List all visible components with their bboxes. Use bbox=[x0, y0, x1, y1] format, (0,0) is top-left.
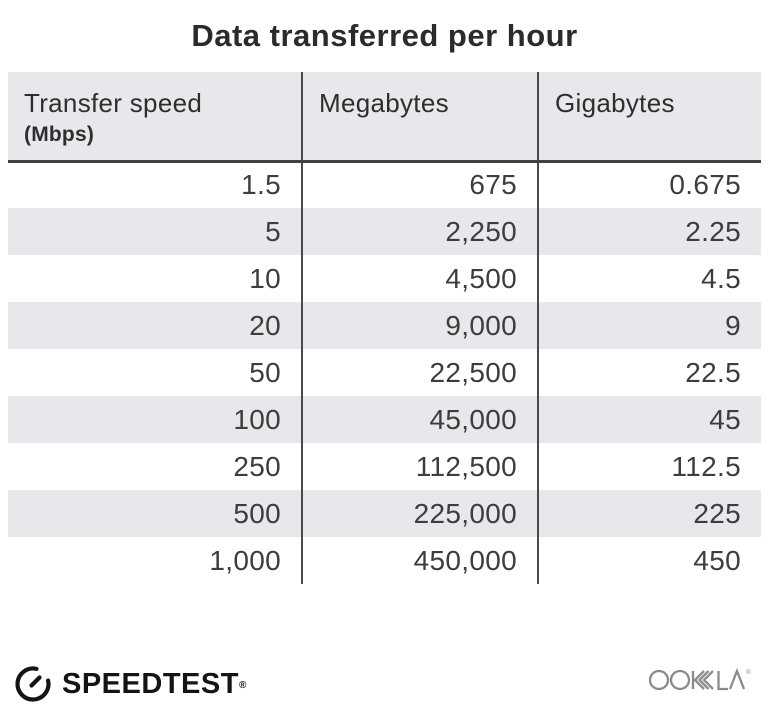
ookla-registered-trademark-symbol: ® bbox=[746, 668, 751, 676]
speedtest-wordmark: SPEEDTEST® bbox=[62, 668, 247, 700]
megabytes-cell: 4,500 bbox=[301, 255, 538, 302]
table-body: 1.5 675 0.675 5 2,250 2.25 10 4,500 4.5 20 9,000 9 5… bbox=[8, 161, 761, 584]
table-row: 5 2,250 2.25 bbox=[8, 208, 761, 255]
column-label: Gigabytes bbox=[555, 88, 675, 118]
column-header-transfer-speed: Transfer speed (Mbps) bbox=[8, 72, 302, 163]
column-label: Megabytes bbox=[319, 88, 449, 118]
megabytes-cell: 112,500 bbox=[301, 443, 538, 490]
megabytes-cell: 450,000 bbox=[301, 537, 538, 584]
megabytes-cell: 22,500 bbox=[301, 349, 538, 396]
gigabytes-cell: 112.5 bbox=[537, 443, 761, 490]
table-row: 250 112,500 112.5 bbox=[8, 443, 761, 490]
gigabytes-cell: 9 bbox=[537, 302, 761, 349]
megabytes-cell: 9,000 bbox=[301, 302, 538, 349]
header-row: Transfer speed (Mbps) Megabytes Gigabyte… bbox=[8, 72, 761, 163]
speedtest-logo: SPEEDTEST® bbox=[13, 664, 247, 704]
registered-trademark-symbol: ® bbox=[238, 680, 247, 691]
speedometer-gauge-icon bbox=[15, 666, 51, 702]
table-row: 1,000 450,000 450 bbox=[8, 537, 761, 584]
column-label: Transfer speed bbox=[24, 88, 203, 118]
megabytes-cell: 675 bbox=[301, 161, 538, 208]
megabytes-cell: 225,000 bbox=[301, 490, 538, 537]
gigabytes-cell: 45 bbox=[537, 396, 761, 443]
speed-cell: 10 bbox=[249, 262, 281, 294]
infographic: Data transferred per hour Transfer speed… bbox=[0, 14, 769, 702]
column-header-gigabytes: Gigabytes bbox=[537, 72, 761, 163]
gigabytes-cell: 0.675 bbox=[537, 161, 761, 208]
ookla-logo: ® bbox=[648, 665, 757, 698]
footer: SPEEDTEST® ® bbox=[0, 660, 769, 706]
speed-cell: 1,000 bbox=[209, 544, 281, 576]
gigabytes-cell: 4.5 bbox=[537, 255, 761, 302]
page-title: Data transferred per hour bbox=[191, 18, 578, 53]
speed-cell: 50 bbox=[249, 356, 281, 388]
table-row: 500 225,000 225 bbox=[8, 490, 761, 537]
speed-cell: 250 bbox=[233, 450, 281, 482]
gigabytes-cell: 2.25 bbox=[537, 208, 761, 255]
speed-cell: 20 bbox=[8, 302, 302, 349]
speed-cell: 500 bbox=[8, 490, 302, 537]
megabytes-cell: 45,000 bbox=[301, 396, 538, 443]
speed-cell: 1.5 bbox=[241, 169, 281, 201]
megabytes-cell: 2,250 bbox=[301, 208, 538, 255]
speed-cell: 100 bbox=[8, 396, 302, 443]
column-header-megabytes: Megabytes bbox=[301, 72, 538, 163]
data-table: Transfer speed (Mbps) Megabytes Gigabyte… bbox=[8, 72, 761, 584]
speed-cell: 5 bbox=[8, 208, 302, 255]
table-row: 50 22,500 22.5 bbox=[8, 349, 761, 396]
column-sublabel-mbps: (Mbps) bbox=[24, 123, 95, 146]
table-row: 20 9,000 9 bbox=[8, 302, 761, 349]
ookla-wordmark-icon: ® bbox=[648, 667, 751, 691]
gigabytes-cell: 450 bbox=[537, 537, 761, 584]
table-row: 100 45,000 45 bbox=[8, 396, 761, 443]
gigabytes-cell: 22.5 bbox=[537, 349, 761, 396]
gigabytes-cell: 225 bbox=[537, 490, 761, 537]
table-row: 10 4,500 4.5 bbox=[8, 255, 761, 302]
table-row: 1.5 675 0.675 bbox=[8, 161, 761, 208]
table-header: Transfer speed (Mbps) Megabytes Gigabyte… bbox=[8, 72, 761, 163]
